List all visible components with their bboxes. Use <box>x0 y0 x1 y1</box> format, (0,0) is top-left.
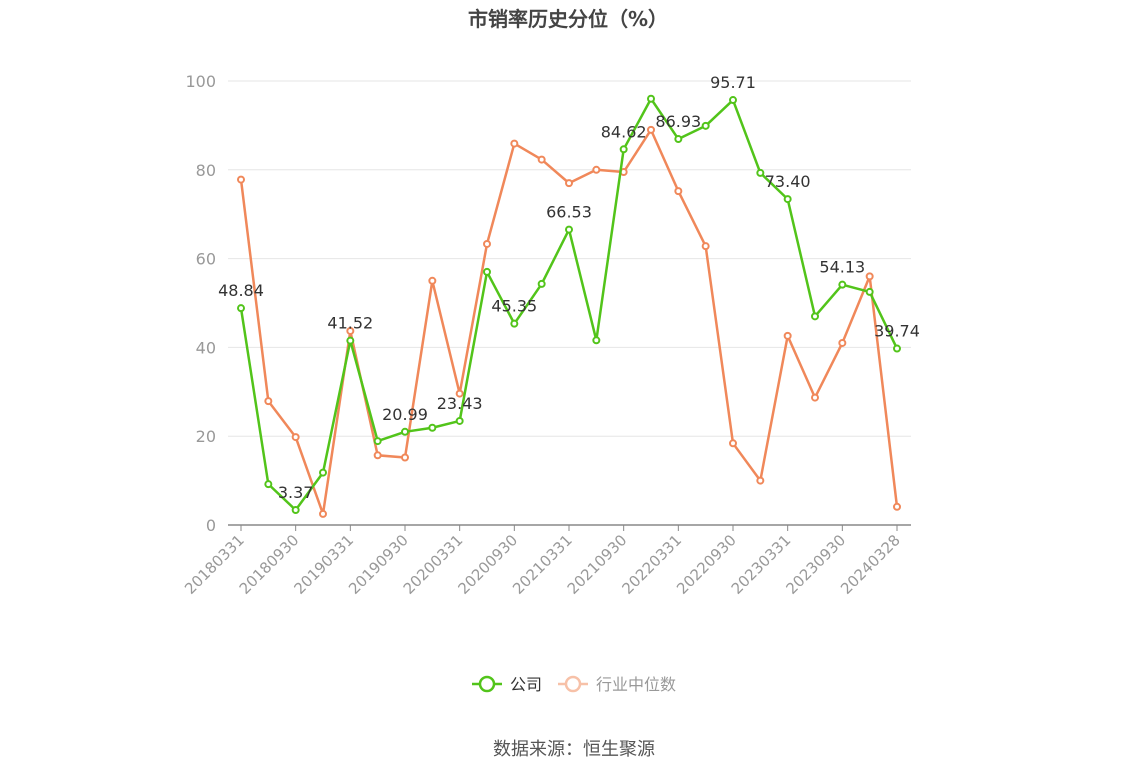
data-point-s0-15[interactable] <box>647 94 655 103</box>
data-point-s0-9[interactable] <box>483 267 491 276</box>
legend-marker-0 <box>478 675 496 693</box>
data-point-s0-16[interactable] <box>674 135 683 144</box>
y-tick-label-40: 40 <box>196 338 216 357</box>
data-point-s0-0[interactable] <box>237 304 245 313</box>
data-point-s1-23[interactable] <box>865 272 874 281</box>
data-point-s1-6[interactable] <box>401 453 409 462</box>
data-label-24: 39.74 <box>874 322 920 341</box>
data-point-s1-3[interactable] <box>319 509 327 518</box>
data-point-s1-11[interactable] <box>537 155 546 164</box>
data-point-s0-1[interactable] <box>264 480 273 489</box>
data-point-s0-3[interactable] <box>319 468 327 477</box>
data-point-s1-7[interactable] <box>428 276 437 285</box>
data-point-s1-0[interactable] <box>237 175 245 184</box>
data-point-s1-16[interactable] <box>674 187 683 196</box>
data-point-s0-24[interactable] <box>893 344 901 353</box>
data-point-s1-15[interactable] <box>647 125 655 134</box>
data-point-s0-8[interactable] <box>455 416 464 425</box>
data-label-16: 86.93 <box>655 112 701 131</box>
data-point-s1-12[interactable] <box>565 179 573 188</box>
data-point-s0-19[interactable] <box>756 168 765 177</box>
y-tick-label-20: 20 <box>196 427 216 446</box>
data-point-s0-7[interactable] <box>428 423 437 432</box>
series-lines <box>237 94 901 518</box>
data-point-s0-10[interactable] <box>510 319 519 328</box>
source-note: 数据来源：恒生聚源 <box>493 739 655 760</box>
data-point-s1-2[interactable] <box>291 433 300 442</box>
data-point-s0-6[interactable] <box>401 427 409 436</box>
data-point-s1-22[interactable] <box>838 338 847 347</box>
data-label-6: 20.99 <box>382 405 428 424</box>
data-label-10: 45.35 <box>491 297 537 316</box>
y-tick-label-0: 0 <box>206 516 216 535</box>
data-point-s0-2[interactable] <box>291 506 300 515</box>
data-point-s1-4[interactable] <box>346 326 355 335</box>
data-point-s0-12[interactable] <box>565 225 573 234</box>
data-label-4: 41.52 <box>327 314 373 333</box>
legend-label-0[interactable]: 公司 <box>510 675 542 694</box>
data-point-s0-23[interactable] <box>865 287 874 296</box>
data-point-s1-5[interactable] <box>373 451 382 460</box>
data-label-20: 73.40 <box>765 172 811 191</box>
data-point-s0-11[interactable] <box>537 279 546 288</box>
data-point-s1-9[interactable] <box>483 239 491 248</box>
data-point-s0-21[interactable] <box>811 312 819 321</box>
data-point-s0-13[interactable] <box>592 336 601 345</box>
data-label-0: 48.84 <box>218 281 264 300</box>
data-point-s1-10[interactable] <box>510 139 519 148</box>
legend-label-1[interactable]: 行业中位数 <box>596 675 676 694</box>
data-label-2: 3.37 <box>278 483 314 502</box>
data-point-s0-14[interactable] <box>619 145 628 154</box>
data-point-s0-20[interactable] <box>783 195 792 204</box>
data-label-14: 84.62 <box>601 122 647 141</box>
y-tick-label-100: 100 <box>185 72 216 91</box>
data-point-s1-1[interactable] <box>264 397 273 406</box>
data-label-22: 54.13 <box>819 258 865 277</box>
data-point-s1-21[interactable] <box>811 393 819 402</box>
data-point-s0-5[interactable] <box>373 437 382 446</box>
axes: 0204060801002018033120180930201903312019… <box>181 72 911 598</box>
y-tick-label-80: 80 <box>196 161 216 180</box>
data-label-12: 66.53 <box>546 203 592 222</box>
data-point-s1-19[interactable] <box>756 476 765 485</box>
data-label-8: 23.43 <box>437 394 483 413</box>
series-line-0 <box>239 97 899 512</box>
data-point-s1-17[interactable] <box>701 242 710 251</box>
legend[interactable]: 公司 行业中位数 <box>472 675 676 694</box>
data-point-s1-24[interactable] <box>893 502 901 511</box>
y-tick-label-60: 60 <box>196 250 216 269</box>
legend-marker-1 <box>564 675 582 693</box>
data-label-18: 95.71 <box>710 73 756 92</box>
data-point-s1-18[interactable] <box>729 439 737 448</box>
grid-lines <box>228 80 911 437</box>
data-point-s1-13[interactable] <box>592 165 601 174</box>
chart-title: 市销率历史分位（%） <box>468 7 668 31</box>
data-point-s1-8[interactable] <box>455 389 464 398</box>
data-point-s0-22[interactable] <box>838 280 847 289</box>
data-point-s1-20[interactable] <box>783 331 792 340</box>
data-point-s0-4[interactable] <box>346 336 355 345</box>
data-point-s0-17[interactable] <box>701 121 710 130</box>
x-tick-label-20240328: 20240328 <box>837 531 904 598</box>
data-labels: 48.84 3.37 41.52 20.99 23.43 45.35 66.53 84.62 8… <box>218 73 920 502</box>
data-point-s0-18[interactable] <box>729 96 737 105</box>
